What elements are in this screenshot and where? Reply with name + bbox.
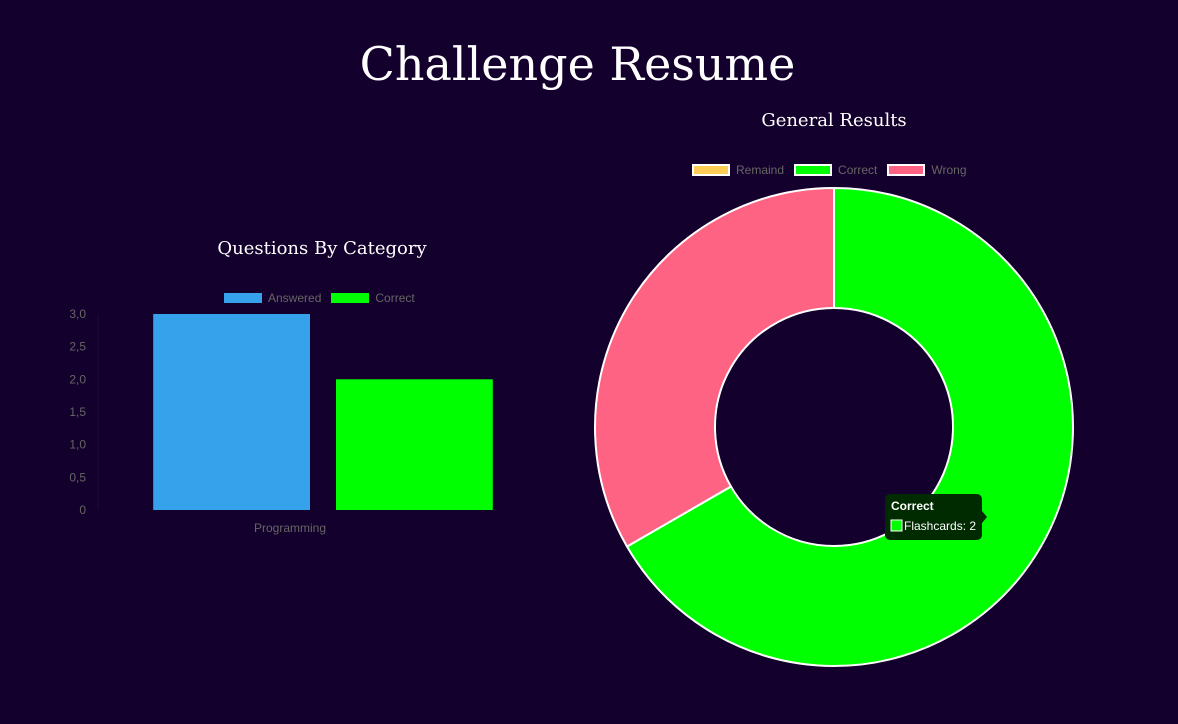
bar-chart-title: Questions By Category: [217, 238, 427, 259]
bar-correct: [336, 379, 493, 510]
legend-label-answered: Answered: [268, 291, 322, 305]
tooltip-box: [885, 494, 982, 540]
tooltip-swatch: [890, 519, 903, 532]
tooltip-body: Flashcards: 2: [904, 519, 976, 533]
doughnut-chart-legend: Remaind Correct Wrong: [692, 163, 977, 177]
legend-swatch-correct-pie: [794, 164, 833, 176]
legend-label-correct-pie: Correct: [838, 163, 878, 177]
tooltip-caret: [982, 511, 987, 523]
y-tick-label: 1,5: [69, 405, 86, 419]
legend-item-wrong[interactable]: Wrong: [887, 163, 967, 177]
legend-label-remaind: Remaind: [736, 163, 785, 177]
doughnut-chart-title: General Results: [761, 110, 907, 131]
doughnut-slice-correct: [625, 186, 1074, 667]
page-title: Challenge Resume: [359, 37, 796, 91]
y-tick-label: 1,0: [69, 438, 86, 452]
y-tick-label: 0: [79, 503, 86, 517]
x-tick-label: Programming: [254, 521, 326, 535]
y-tick-label: 2,0: [69, 372, 86, 386]
legend-swatch-wrong: [887, 164, 926, 176]
doughnut-slice-wrong: [594, 186, 835, 548]
legend-label-correct: Correct: [375, 291, 415, 305]
tooltip-title: Correct: [891, 499, 934, 513]
legend-item-remaind[interactable]: Remaind: [692, 163, 784, 177]
legend-label-wrong: Wrong: [931, 163, 967, 177]
bar-chart-legend: Answered Correct: [224, 291, 425, 305]
y-tick-label: 3,0: [69, 307, 86, 321]
y-tick-label: 2,5: [69, 340, 86, 354]
bar-answered: [153, 314, 310, 510]
legend-item-answered[interactable]: Answered: [224, 291, 321, 305]
y-tick-label: 0,5: [69, 470, 86, 484]
legend-swatch-answered: [224, 293, 262, 303]
legend-swatch-correct: [331, 293, 370, 303]
legend-item-correct[interactable]: Correct: [331, 291, 415, 305]
legend-swatch-remaind: [692, 164, 730, 176]
legend-item-correct-pie[interactable]: Correct: [794, 163, 877, 177]
